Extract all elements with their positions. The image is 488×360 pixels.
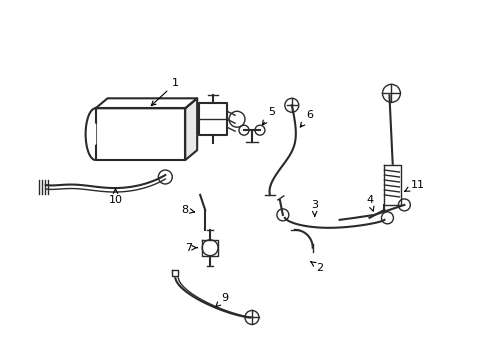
Text: 3: 3	[310, 200, 318, 216]
Text: 10: 10	[108, 189, 122, 205]
Polygon shape	[185, 98, 197, 160]
Polygon shape	[202, 240, 218, 256]
Polygon shape	[95, 98, 197, 108]
Text: 1: 1	[151, 78, 179, 105]
Text: 5: 5	[262, 107, 275, 125]
Text: 7: 7	[184, 243, 197, 253]
Text: 11: 11	[404, 180, 424, 191]
Polygon shape	[95, 108, 185, 160]
Text: 2: 2	[310, 262, 323, 273]
Text: 4: 4	[365, 195, 373, 211]
Wedge shape	[85, 124, 95, 144]
Polygon shape	[199, 103, 226, 135]
Polygon shape	[384, 165, 401, 205]
Text: 9: 9	[216, 293, 228, 307]
Text: 8: 8	[182, 205, 194, 215]
Text: 6: 6	[300, 110, 313, 127]
Polygon shape	[172, 270, 178, 276]
